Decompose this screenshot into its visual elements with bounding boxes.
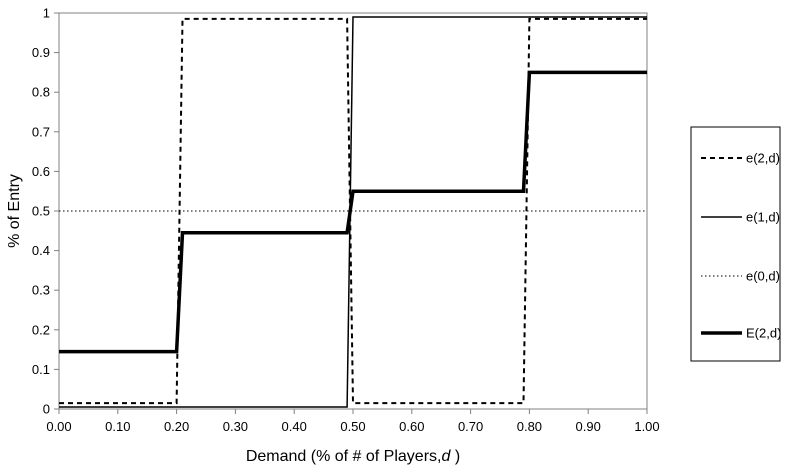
- y-tick-label: 0.5: [32, 204, 50, 219]
- legend: e(2,d) e(1,d) e(0,d) E(2,d): [690, 126, 781, 362]
- legend-label: e(1,d): [746, 210, 780, 225]
- y-tick-label: 0.3: [32, 283, 50, 298]
- y-tick-label: 0: [43, 402, 50, 417]
- y-axis-ticks: 0 0.1 0.2 0.3 0.4 0.5 0.6 0.7 0.8 0.9 1: [32, 6, 59, 417]
- y-axis-title: % of Entry: [6, 174, 23, 248]
- legend-label: e(0,d): [746, 269, 780, 284]
- x-tick-label: 1.00: [634, 419, 659, 434]
- y-tick-label: 0.6: [32, 164, 50, 179]
- x-axis-title-italic: d: [441, 448, 451, 465]
- x-tick-label: 0.20: [164, 419, 189, 434]
- x-tick-label: 0.70: [458, 419, 483, 434]
- x-tick-label: 0.80: [517, 419, 542, 434]
- legend-label: E(2,d): [746, 326, 781, 341]
- series-layer: [59, 16, 647, 408]
- x-tick-label: 0.40: [282, 419, 307, 434]
- x-axis-title: Demand (% of # of Players,d ): [246, 448, 460, 465]
- x-axis-title-main: Demand (% of # of Players,: [246, 448, 442, 465]
- legend-box: [690, 126, 781, 362]
- x-tick-label: 0.00: [46, 419, 71, 434]
- y-tick-label: 0.2: [32, 322, 50, 337]
- x-tick-label: 0.60: [399, 419, 424, 434]
- y-tick-label: 1: [43, 6, 50, 21]
- legend-label: e(2,d): [746, 151, 780, 166]
- x-tick-label: 0.50: [340, 419, 365, 434]
- y-tick-label: 0.7: [32, 124, 50, 139]
- y-tick-label: 0.8: [32, 85, 50, 100]
- x-tick-label: 0.90: [576, 419, 601, 434]
- x-axis-ticks: 0.00 0.10 0.20 0.30 0.40 0.50 0.60 0.70 0.80 0.90…: [46, 409, 660, 434]
- y-tick-label: 0.9: [32, 45, 50, 60]
- x-axis-title-end: ): [450, 448, 460, 465]
- y-tick-label: 0.4: [32, 243, 50, 258]
- x-tick-label: 0.30: [223, 419, 248, 434]
- x-tick-label: 0.10: [105, 419, 130, 434]
- series-line-E(2,d): [59, 70, 647, 354]
- y-tick-label: 0.1: [32, 362, 50, 377]
